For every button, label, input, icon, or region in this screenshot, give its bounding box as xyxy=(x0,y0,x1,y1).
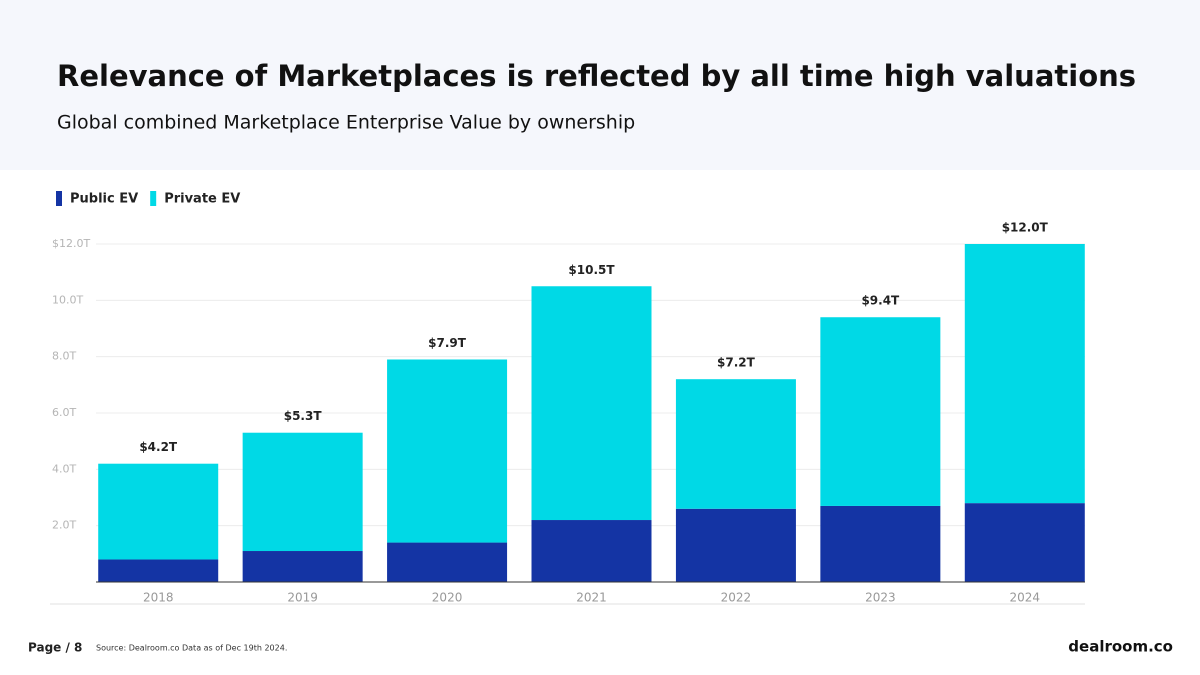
bar-segment xyxy=(964,503,1085,582)
total-label: $7.2T xyxy=(717,356,756,370)
bar-segment xyxy=(675,379,796,509)
bar-segment xyxy=(820,317,941,506)
page-number: Page / 8 xyxy=(28,641,82,655)
x-tick-label: 2022 xyxy=(721,591,752,605)
bar-segment xyxy=(387,542,508,582)
total-label: $7.9T xyxy=(428,336,467,350)
bar-segment xyxy=(387,359,508,543)
chart-subtitle: Global combined Marketplace Enterprise V… xyxy=(57,112,635,134)
source: Source: Dealroom.co Data as of Dec 19th … xyxy=(96,644,287,653)
bar-segment xyxy=(964,244,1085,504)
x-tick-label: 2019 xyxy=(287,591,318,605)
total-label: $4.2T xyxy=(139,440,178,454)
legend-label: Public EV xyxy=(70,192,138,207)
x-tick-label: 2020 xyxy=(432,591,463,605)
x-tick-label: 2024 xyxy=(1010,591,1041,605)
y-tick-label: 10.0T xyxy=(52,293,83,306)
bar-segment xyxy=(242,551,363,582)
bar-segment xyxy=(242,432,363,552)
chart-title: Relevance of Marketplaces is reflected b… xyxy=(57,59,1136,93)
y-tick-label: 2.0T xyxy=(52,519,76,532)
legend-label: Private EV xyxy=(164,192,240,207)
bar-segment xyxy=(531,520,652,582)
total-label: $5.3T xyxy=(284,409,323,423)
x-tick-label: 2018 xyxy=(143,591,174,605)
bar-segment xyxy=(531,286,652,521)
x-tick-label: 2021 xyxy=(576,591,607,605)
bar-segment xyxy=(98,463,219,560)
y-tick-label: $12.0T xyxy=(52,237,90,250)
y-tick-label: 4.0T xyxy=(52,462,76,475)
total-label: $12.0T xyxy=(1002,221,1049,235)
bar-segment xyxy=(820,505,941,582)
brand: dealroom.co xyxy=(1068,638,1173,656)
bar-segment xyxy=(675,508,796,582)
header-band xyxy=(0,0,1200,170)
y-tick-label: 8.0T xyxy=(52,350,76,363)
x-tick-label: 2023 xyxy=(865,591,896,605)
total-label: $10.5T xyxy=(568,263,615,277)
y-tick-label: 6.0T xyxy=(52,406,76,419)
bar-segment xyxy=(98,559,219,582)
legend-swatch xyxy=(150,191,157,206)
total-label: $9.4T xyxy=(861,294,900,308)
legend-swatch xyxy=(56,191,62,206)
